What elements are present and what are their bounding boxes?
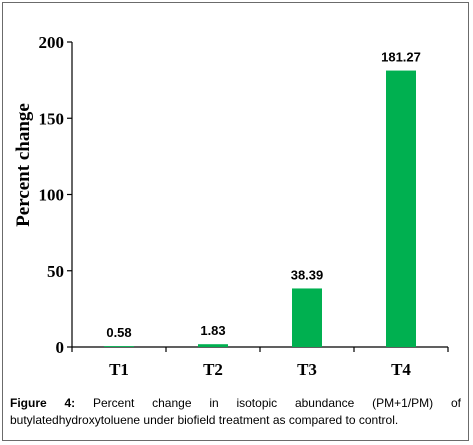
x-tick-labels: T1 T2 T3 T4 [109, 360, 411, 379]
y-tick-label: 100 [39, 186, 65, 205]
bar-t2 [198, 344, 228, 347]
data-label: 38.39 [291, 267, 324, 282]
bar-t1 [104, 346, 134, 347]
bar-t3 [292, 288, 322, 347]
chart-axes [67, 41, 449, 352]
y-tick-label: 200 [39, 33, 65, 52]
caption-label: Figure 4: [10, 396, 76, 410]
y-tick-label: 50 [47, 262, 64, 281]
caption-text: Percent change in isotopic abundance (PM… [10, 396, 461, 427]
figure-caption: Figure 4: Percent change in isotopic abu… [10, 395, 461, 429]
x-tick-label: T1 [109, 360, 129, 379]
data-labels: 0.58 1.83 38.39 181.27 [106, 50, 421, 341]
figure-border [2, 2, 469, 441]
bar-chart: 0 50 100 150 200 T1 T2 T3 T4 0.58 1.83 38.39 181.2… [13, 33, 449, 379]
x-tick-label: T3 [297, 360, 317, 379]
data-label: 1.83 [200, 323, 225, 338]
y-tick-labels: 0 50 100 150 200 [39, 33, 65, 357]
x-tick-label: T4 [391, 360, 411, 379]
y-tick-label: 150 [39, 109, 65, 128]
y-tick-label: 0 [56, 338, 65, 357]
bar-t4 [386, 70, 416, 348]
x-tick-label: T2 [203, 360, 223, 379]
data-label: 0.58 [106, 325, 131, 340]
data-label: 181.27 [381, 50, 421, 65]
y-axis-label: Percent change [13, 103, 34, 227]
chart-bars [104, 70, 416, 348]
